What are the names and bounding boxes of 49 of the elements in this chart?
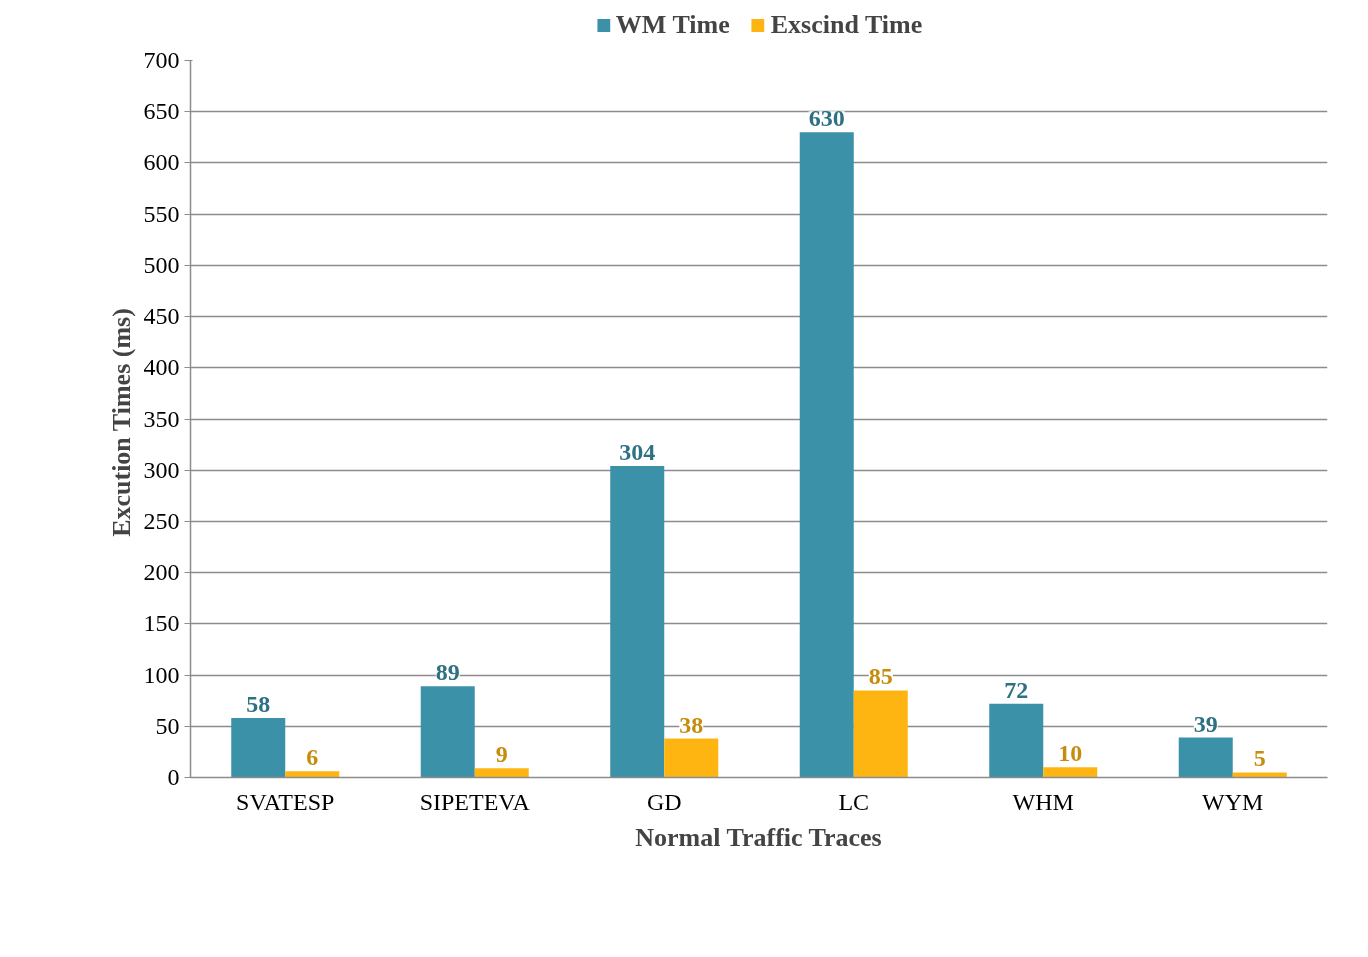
data-label: 72 [1004, 676, 1029, 703]
y-tick-label: 450 [143, 303, 180, 330]
bar [1232, 772, 1287, 778]
legend-label: WM Time [615, 10, 730, 40]
x-tick-label: GD [646, 788, 682, 815]
data-label: 89 [435, 659, 460, 686]
y-tick-label: 550 [143, 200, 180, 227]
y-tick-label: 600 [143, 149, 180, 176]
y-tick-label: 200 [143, 559, 180, 586]
y-tick-label: 100 [143, 661, 180, 688]
y-axis-title: Excution Times (ms) [106, 308, 136, 537]
x-tick-label: SVATESP [236, 788, 335, 815]
bar [231, 718, 286, 778]
y-tick-label: 250 [143, 507, 180, 534]
data-label: 9 [495, 741, 508, 768]
data-label: 10 [1058, 740, 1083, 767]
bar [664, 738, 719, 778]
bar [610, 466, 665, 778]
y-tick-label: 400 [143, 354, 180, 381]
bar [474, 768, 529, 778]
bar [799, 132, 854, 778]
data-label: 6 [306, 744, 319, 771]
y-tick-label: 700 [143, 47, 180, 73]
x-tick-label: SIPETEVA [419, 788, 531, 815]
y-tick-label: 650 [143, 98, 180, 125]
data-label: 630 [808, 105, 845, 132]
x-tick-label: LC [838, 788, 870, 815]
data-label: 5 [1253, 745, 1266, 772]
y-tick-label: 350 [143, 405, 180, 432]
bar [853, 690, 908, 778]
y-tick-label: 150 [143, 610, 180, 637]
x-tick-label: WHM [1012, 788, 1074, 815]
bar [1178, 737, 1233, 778]
data-label: 39 [1193, 710, 1218, 737]
data-label: 38 [679, 711, 704, 738]
data-label: 304 [619, 439, 656, 466]
y-tick-label: 500 [143, 251, 180, 278]
x-axis-title: Normal Traffic Traces [635, 822, 882, 852]
data-label: 58 [246, 691, 271, 718]
bar [1043, 767, 1098, 778]
bar [989, 703, 1044, 778]
y-tick-label: 0 [167, 764, 180, 790]
bar [420, 686, 475, 778]
x-tick-label: WYM [1202, 788, 1264, 815]
bar [285, 771, 340, 778]
y-tick-label: 300 [143, 456, 180, 483]
data-label: 85 [868, 663, 893, 690]
legend-label: Exscind Time [770, 10, 923, 40]
y-tick-label: 50 [155, 712, 180, 739]
